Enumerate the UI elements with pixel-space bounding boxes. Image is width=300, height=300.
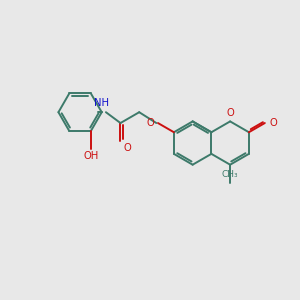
Text: NH: NH xyxy=(94,98,109,108)
Text: O: O xyxy=(270,118,278,128)
Text: CH₃: CH₃ xyxy=(222,170,238,179)
Text: OH: OH xyxy=(83,151,98,161)
Text: O: O xyxy=(226,107,234,118)
Text: O: O xyxy=(123,143,131,153)
Text: O: O xyxy=(146,118,154,128)
